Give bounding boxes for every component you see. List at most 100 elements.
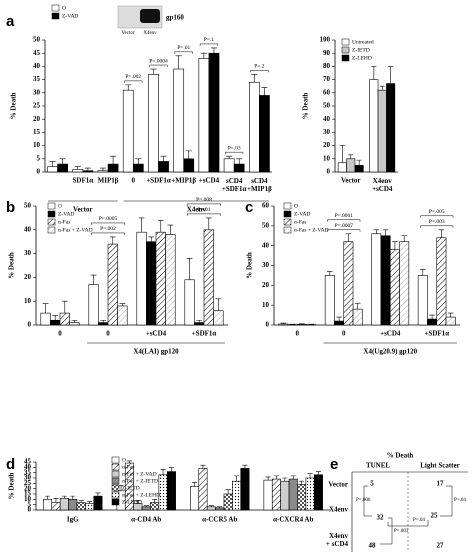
bar bbox=[215, 507, 225, 511]
y-tick-label: 60 bbox=[262, 202, 270, 210]
error-bar bbox=[118, 485, 124, 491]
bar bbox=[259, 95, 270, 173]
legend-swatch bbox=[111, 484, 120, 492]
error-bar bbox=[282, 477, 288, 482]
error-bar bbox=[87, 501, 93, 504]
y-tick-label: 5 bbox=[37, 154, 41, 162]
panel-letter: c bbox=[245, 199, 253, 216]
error-bar bbox=[307, 473, 313, 478]
cell: 17 bbox=[437, 480, 445, 488]
legend-label: α-Fas bbox=[122, 464, 134, 470]
bar bbox=[213, 310, 224, 326]
cell: 5 bbox=[370, 480, 374, 488]
legend-label: O bbox=[62, 5, 66, 11]
blot-band bbox=[140, 9, 160, 23]
error-bar bbox=[95, 492, 101, 497]
cell: 27 bbox=[437, 542, 445, 550]
bar bbox=[297, 484, 307, 511]
error-bar bbox=[401, 235, 407, 242]
error-bar bbox=[99, 167, 107, 171]
y-tick-label: 35 bbox=[24, 468, 32, 476]
bar bbox=[198, 58, 210, 173]
error-bar bbox=[265, 476, 271, 481]
legend-swatch bbox=[283, 226, 292, 234]
bar bbox=[346, 158, 356, 173]
error-bar bbox=[225, 489, 231, 494]
legend-label: Z-IETD bbox=[352, 47, 370, 53]
legend-label: α-Fas bbox=[58, 219, 70, 225]
bar bbox=[305, 477, 315, 511]
error-bar bbox=[200, 464, 206, 469]
bar bbox=[380, 235, 391, 326]
error-bar bbox=[53, 497, 59, 503]
error-bar bbox=[125, 84, 132, 91]
group-label: Vector bbox=[73, 206, 93, 214]
bar bbox=[158, 161, 169, 173]
error-bar bbox=[200, 52, 207, 59]
bar bbox=[85, 503, 95, 511]
legend-swatch bbox=[341, 38, 350, 46]
y-axis-label: % Death bbox=[10, 93, 18, 120]
bar bbox=[233, 163, 245, 173]
y-tick-label: 45 bbox=[33, 49, 41, 57]
y-tick-label: 15 bbox=[33, 128, 41, 136]
error-bar bbox=[167, 224, 174, 235]
error-bar bbox=[299, 480, 305, 485]
annotation-bracket bbox=[420, 215, 454, 218]
legend-swatch bbox=[111, 470, 120, 478]
cell: 32 bbox=[377, 514, 385, 522]
annotation: P=.0005 bbox=[99, 216, 118, 222]
error-bar bbox=[157, 219, 164, 233]
legend-swatch bbox=[47, 202, 56, 210]
error-bar bbox=[273, 475, 279, 480]
error-bar bbox=[192, 481, 198, 487]
bar bbox=[223, 158, 235, 173]
bar bbox=[47, 166, 58, 173]
bar bbox=[389, 249, 400, 326]
x-tick-label: +MIP1β bbox=[171, 177, 196, 185]
x-tick-label: 0 bbox=[106, 330, 110, 338]
bar bbox=[417, 275, 428, 326]
error-bar bbox=[315, 471, 321, 475]
bar bbox=[183, 158, 195, 173]
error-bar bbox=[84, 167, 91, 171]
error-bar bbox=[186, 258, 193, 280]
bar bbox=[107, 163, 119, 173]
bar bbox=[93, 495, 103, 511]
bar bbox=[166, 471, 176, 511]
p-value: P=.003 bbox=[394, 529, 409, 534]
annotation: P=.002 bbox=[125, 74, 141, 80]
column-header: TUNEL bbox=[366, 462, 390, 470]
error-bar bbox=[61, 495, 67, 499]
legend-label: α-Fas + Z-LEHD bbox=[122, 492, 160, 498]
y-tick-label: 0 bbox=[327, 168, 331, 176]
column-header: Light Scatter bbox=[420, 462, 459, 470]
x-tick-label: +sCD4 bbox=[380, 330, 401, 338]
x-tick-label: +SDF1α bbox=[192, 330, 217, 338]
bar bbox=[296, 324, 307, 326]
y-tick-label: 10 bbox=[33, 141, 41, 149]
p-value: P=.006 bbox=[356, 498, 371, 503]
annotation: P=.2 bbox=[254, 64, 265, 70]
error-bar bbox=[52, 315, 59, 321]
error-bar bbox=[148, 236, 155, 242]
y-tick-label: 20 bbox=[33, 115, 41, 123]
y-tick-label: 40 bbox=[323, 115, 331, 123]
legend-swatch bbox=[283, 210, 292, 218]
bar bbox=[334, 320, 345, 326]
error-bar bbox=[348, 154, 354, 159]
y-tick-label: 10 bbox=[24, 495, 32, 503]
legend-swatch bbox=[111, 463, 120, 471]
error-bar bbox=[160, 155, 167, 162]
bar bbox=[280, 480, 290, 511]
error-bar bbox=[242, 464, 248, 469]
error-bar bbox=[388, 66, 394, 84]
x-tick-label: IgG bbox=[67, 516, 79, 524]
y-tick-label: 90 bbox=[323, 49, 331, 57]
bar bbox=[158, 474, 168, 511]
bar bbox=[40, 312, 51, 326]
x-tick-label: +SDF1α bbox=[424, 330, 449, 338]
y-tick-label: 60 bbox=[323, 88, 331, 96]
bar bbox=[51, 502, 61, 511]
